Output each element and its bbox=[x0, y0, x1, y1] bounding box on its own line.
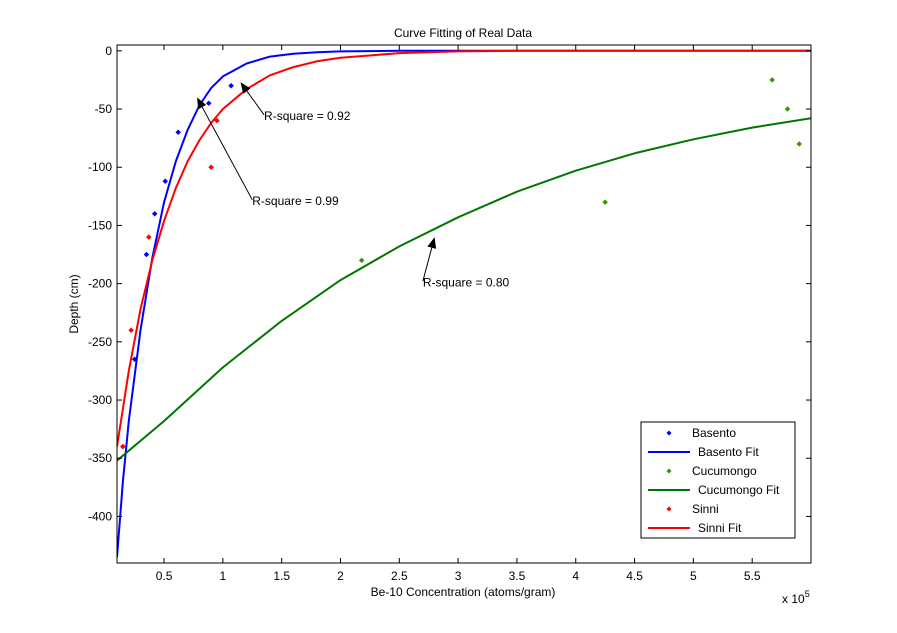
annotation-arrow-head bbox=[196, 97, 207, 110]
cucumongo-point bbox=[769, 77, 776, 83]
y-tick-label: -300 bbox=[88, 393, 112, 407]
annotation-text: R-square = 0.99 bbox=[252, 194, 339, 208]
y-tick-label: -50 bbox=[95, 102, 113, 116]
x-tick-label: 2.5 bbox=[391, 569, 408, 583]
sinni-legend-marker bbox=[666, 506, 672, 512]
plot-frame bbox=[116, 44, 812, 564]
points-layer bbox=[120, 77, 803, 450]
basento-point bbox=[205, 100, 212, 107]
y-tick-label: 0 bbox=[105, 44, 112, 58]
x-multiplier-exponent: 5 bbox=[805, 589, 810, 599]
x-axis-label: Be-10 Concentration (atoms/gram) bbox=[371, 585, 556, 599]
y-tick-label: -100 bbox=[88, 160, 112, 174]
cucumongo-point bbox=[358, 257, 365, 264]
sinni-point bbox=[128, 327, 134, 334]
x-tick-label: 4 bbox=[572, 569, 579, 583]
y-tick-label: -350 bbox=[88, 451, 112, 465]
y-tick-label: -250 bbox=[88, 335, 112, 349]
sinni-point bbox=[208, 164, 214, 171]
annotation-arrow-line bbox=[246, 90, 265, 116]
basento-point bbox=[143, 251, 150, 258]
sinni-point bbox=[214, 117, 220, 124]
cucumongo-point bbox=[796, 141, 803, 147]
x-tick-label: 1.5 bbox=[273, 569, 290, 583]
basento-legend-label: Basento bbox=[692, 426, 736, 440]
basento-point bbox=[162, 178, 169, 185]
annotation-text: R-square = 0.80 bbox=[423, 275, 510, 289]
x-tick-label: 0.5 bbox=[156, 569, 173, 583]
annotation-arrow-head bbox=[240, 82, 251, 94]
sinni-point bbox=[145, 234, 152, 240]
x-tick-label: 4.5 bbox=[626, 569, 643, 583]
annotation-arrow-line bbox=[422, 247, 433, 282]
cucumongo-fit-legend-label: Cucumongo Fit bbox=[698, 483, 780, 497]
x-tick-label: 2 bbox=[337, 569, 344, 583]
annotation-arrow-head bbox=[427, 237, 437, 249]
x-tick-label: 5 bbox=[690, 569, 697, 583]
cucumongo-point bbox=[602, 199, 609, 205]
sinni-legend-label: Sinni bbox=[692, 502, 719, 516]
x-tick-label: 3 bbox=[455, 569, 462, 583]
basento-point bbox=[228, 82, 234, 89]
cucumongo-legend-marker bbox=[666, 468, 672, 474]
x-axis: 0.5 1 1.5 2 2.5 3 3.5 4 4.5 5 5.5 bbox=[156, 45, 761, 583]
legend-box bbox=[640, 421, 796, 539]
x-tick-label: 3.5 bbox=[509, 569, 526, 583]
annotations-layer: R-square = 0.92 R-square = 0.99 R-square =… bbox=[196, 82, 510, 289]
y-axis-label: Depth (cm) bbox=[67, 274, 81, 333]
sinni-fit-legend-label: Sinni Fit bbox=[698, 521, 742, 535]
x-multiplier-base: x 10 bbox=[782, 592, 805, 606]
cucumongo-fit-curve bbox=[117, 117, 811, 462]
x-tick-label: 1 bbox=[220, 569, 227, 583]
x-axis-multiplier: x 105 bbox=[782, 589, 810, 606]
y-tick-label: -150 bbox=[88, 218, 112, 232]
annotation-arrow-line bbox=[201, 106, 253, 201]
x-tick-label: 5.5 bbox=[744, 569, 761, 583]
basento-fit-curve bbox=[117, 49, 811, 558]
cucumongo-point bbox=[784, 106, 791, 112]
basento-fit-legend-label: Basento Fit bbox=[698, 445, 759, 459]
legend: Basento Basento Fit Cucumongo Cucumongo Fit… bbox=[640, 421, 796, 539]
cucumongo-legend-label: Cucumongo bbox=[692, 464, 757, 478]
y-axis: 0 -50 -100 -150 -200 -250 -300 -350 -400 bbox=[88, 44, 811, 523]
annotation-text: R-square = 0.92 bbox=[264, 109, 351, 123]
sinni-point bbox=[120, 443, 126, 450]
chart-title: Curve Fitting of Real Data bbox=[394, 26, 532, 40]
basento-legend-marker bbox=[666, 430, 672, 436]
y-tick-label: -400 bbox=[88, 509, 112, 523]
basento-point bbox=[175, 129, 182, 136]
y-tick-label: -200 bbox=[88, 277, 112, 291]
basento-point bbox=[151, 210, 158, 217]
sinni-fit-curve bbox=[117, 49, 811, 447]
basento-point bbox=[131, 356, 138, 363]
curves-layer bbox=[117, 49, 811, 558]
